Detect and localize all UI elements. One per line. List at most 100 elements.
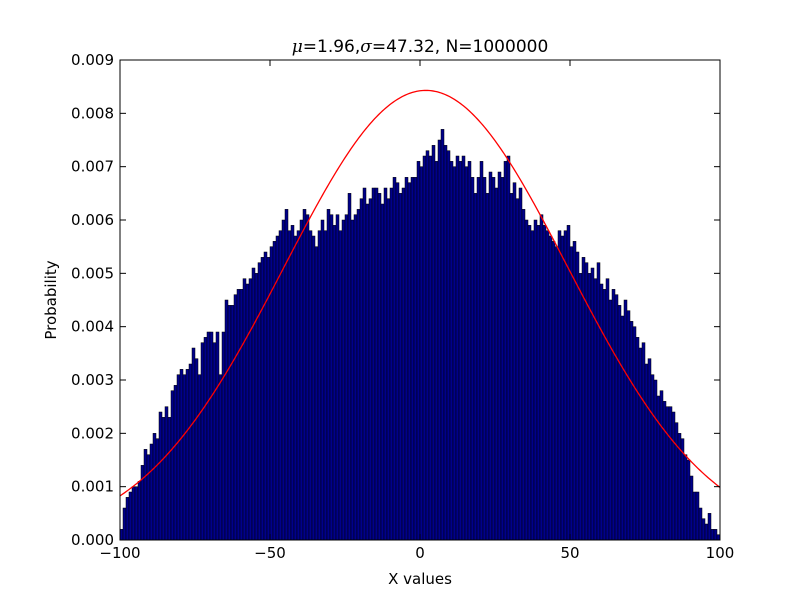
histogram-bar: [158, 411, 163, 541]
histogram-bar: [671, 411, 676, 541]
histogram-bar: [131, 486, 136, 541]
histogram-bar: [431, 145, 436, 541]
histogram-bar: [125, 497, 130, 541]
histogram-bar: [689, 475, 694, 541]
histogram-bar: [587, 273, 592, 541]
histogram-bar: [470, 177, 475, 541]
histogram-bar: [302, 209, 307, 541]
histogram-bar: [152, 433, 157, 541]
histogram-bar: [311, 235, 316, 541]
histogram-bar: [602, 289, 607, 541]
histogram-bar: [323, 230, 328, 541]
histogram-bar: [371, 187, 376, 541]
mu-symbol: μ: [292, 37, 303, 57]
histogram-bar: [212, 342, 217, 541]
histogram-bar: [188, 363, 193, 541]
histogram-bar: [143, 449, 148, 541]
histogram-bar: [713, 529, 718, 541]
histogram-bar: [494, 187, 499, 541]
histogram-bar: [239, 289, 244, 541]
histogram-bar: [704, 523, 709, 541]
histogram-bar: [434, 161, 439, 541]
histogram-bar: [317, 230, 322, 541]
histogram-bar: [656, 395, 661, 541]
histogram-bar: [524, 219, 529, 541]
histogram-bar: [290, 225, 295, 541]
histogram-bar: [122, 507, 127, 541]
histogram-bar: [263, 251, 268, 541]
histogram-bar: [569, 246, 574, 541]
histogram-bar: [560, 235, 565, 541]
histogram-bar: [626, 310, 631, 541]
histogram-bar: [611, 289, 616, 541]
y-tick-label: 0.005: [71, 264, 114, 282]
histogram-bar: [710, 529, 715, 541]
histogram-bar: [233, 294, 238, 541]
mu-value: =1.96,: [303, 37, 361, 57]
histogram-bar: [449, 161, 454, 541]
histogram-bar: [413, 177, 418, 541]
histogram-bar: [248, 278, 253, 541]
histogram-bar: [425, 150, 430, 541]
histogram-bar: [620, 315, 625, 541]
histogram-bar: [650, 374, 655, 541]
histogram-bar: [356, 209, 361, 541]
histogram-bar: [203, 337, 208, 541]
histogram-bar: [338, 230, 343, 541]
histogram-bar: [572, 241, 577, 541]
histogram-bar: [482, 177, 487, 541]
histogram-bar: [221, 331, 226, 541]
histogram-bar: [245, 283, 250, 541]
histogram-bar: [419, 166, 424, 541]
histogram-bar: [218, 374, 223, 541]
histogram-bar: [686, 459, 691, 541]
y-axis-ticks: 0.000 0.001 0.002 0.003 0.004 0.005 0.006 0.007…: [71, 51, 720, 549]
histogram-bar: [416, 161, 421, 541]
y-tick-label: 0.000: [71, 531, 114, 549]
histogram-bar: [563, 230, 568, 541]
histogram-bar: [608, 299, 613, 541]
histogram-bar: [185, 369, 190, 541]
histogram-bar: [533, 219, 538, 541]
histogram-bar: [347, 193, 352, 541]
histogram-bar: [635, 337, 640, 541]
histogram-bar: [176, 374, 181, 541]
histogram-bar: [164, 406, 169, 541]
histogram-bar: [353, 214, 358, 541]
histogram-bar: [215, 331, 220, 541]
histogram-bar: [578, 273, 583, 541]
histogram-bar: [629, 321, 634, 541]
histogram-bar: [542, 225, 547, 541]
histogram-bar: [287, 230, 292, 541]
histogram-bar: [383, 187, 388, 541]
histogram-bar: [599, 283, 604, 541]
histogram-bar: [605, 278, 610, 541]
histogram-bar: [200, 342, 205, 541]
histogram-bar: [539, 214, 544, 541]
histogram-bar: [695, 491, 700, 541]
x-axis-ticks: −100 −50 0 50 100: [99, 60, 734, 562]
histogram-bar: [548, 235, 553, 541]
histogram-bar: [662, 401, 667, 541]
histogram-bar: [644, 363, 649, 541]
histogram-bar: [236, 289, 241, 541]
histogram-bar: [575, 251, 580, 541]
histogram-bar: [428, 155, 433, 541]
histogram-bar: [692, 491, 697, 541]
histogram-bar: [623, 299, 628, 541]
histogram-bar: [293, 235, 298, 541]
histogram-bar: [647, 358, 652, 541]
histogram-bar: [485, 193, 490, 541]
x-axis-label: X values: [388, 570, 452, 588]
histogram-bar: [368, 198, 373, 541]
histogram-bar: [641, 342, 646, 541]
x-tick-label: −100: [99, 544, 140, 562]
histogram-bar: [320, 219, 325, 541]
histogram-bar: [653, 379, 658, 541]
histogram-bar: [242, 278, 247, 541]
histogram-bar: [398, 193, 403, 541]
histogram-bar: [155, 438, 160, 541]
histogram-bar: [503, 161, 508, 541]
histogram-bar: [230, 305, 235, 541]
